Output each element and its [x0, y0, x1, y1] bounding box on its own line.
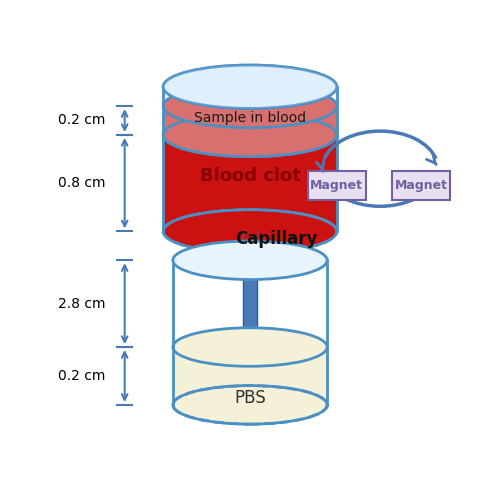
- Bar: [163, 135, 337, 231]
- Ellipse shape: [163, 113, 337, 157]
- Text: Capillary: Capillary: [236, 229, 318, 248]
- Text: 0.2 cm: 0.2 cm: [58, 113, 106, 128]
- Ellipse shape: [173, 241, 327, 280]
- Text: Magnet: Magnet: [310, 179, 364, 192]
- Text: 2.8 cm: 2.8 cm: [58, 296, 106, 311]
- Ellipse shape: [173, 386, 327, 424]
- Bar: [173, 347, 327, 405]
- Bar: [244, 231, 256, 347]
- Text: Magnet: Magnet: [394, 179, 448, 192]
- Text: Blood clot: Blood clot: [200, 167, 300, 185]
- Ellipse shape: [163, 65, 337, 108]
- FancyBboxPatch shape: [392, 171, 450, 200]
- Text: 0.8 cm: 0.8 cm: [58, 176, 106, 190]
- Ellipse shape: [163, 210, 337, 253]
- Ellipse shape: [163, 113, 337, 157]
- FancyBboxPatch shape: [308, 171, 366, 200]
- Text: Sample in blood: Sample in blood: [194, 111, 306, 125]
- Ellipse shape: [163, 65, 337, 108]
- Text: PBS: PBS: [234, 388, 266, 407]
- Ellipse shape: [173, 328, 327, 366]
- Bar: [163, 106, 337, 135]
- Text: 0.2 cm: 0.2 cm: [58, 369, 106, 383]
- Ellipse shape: [163, 84, 337, 128]
